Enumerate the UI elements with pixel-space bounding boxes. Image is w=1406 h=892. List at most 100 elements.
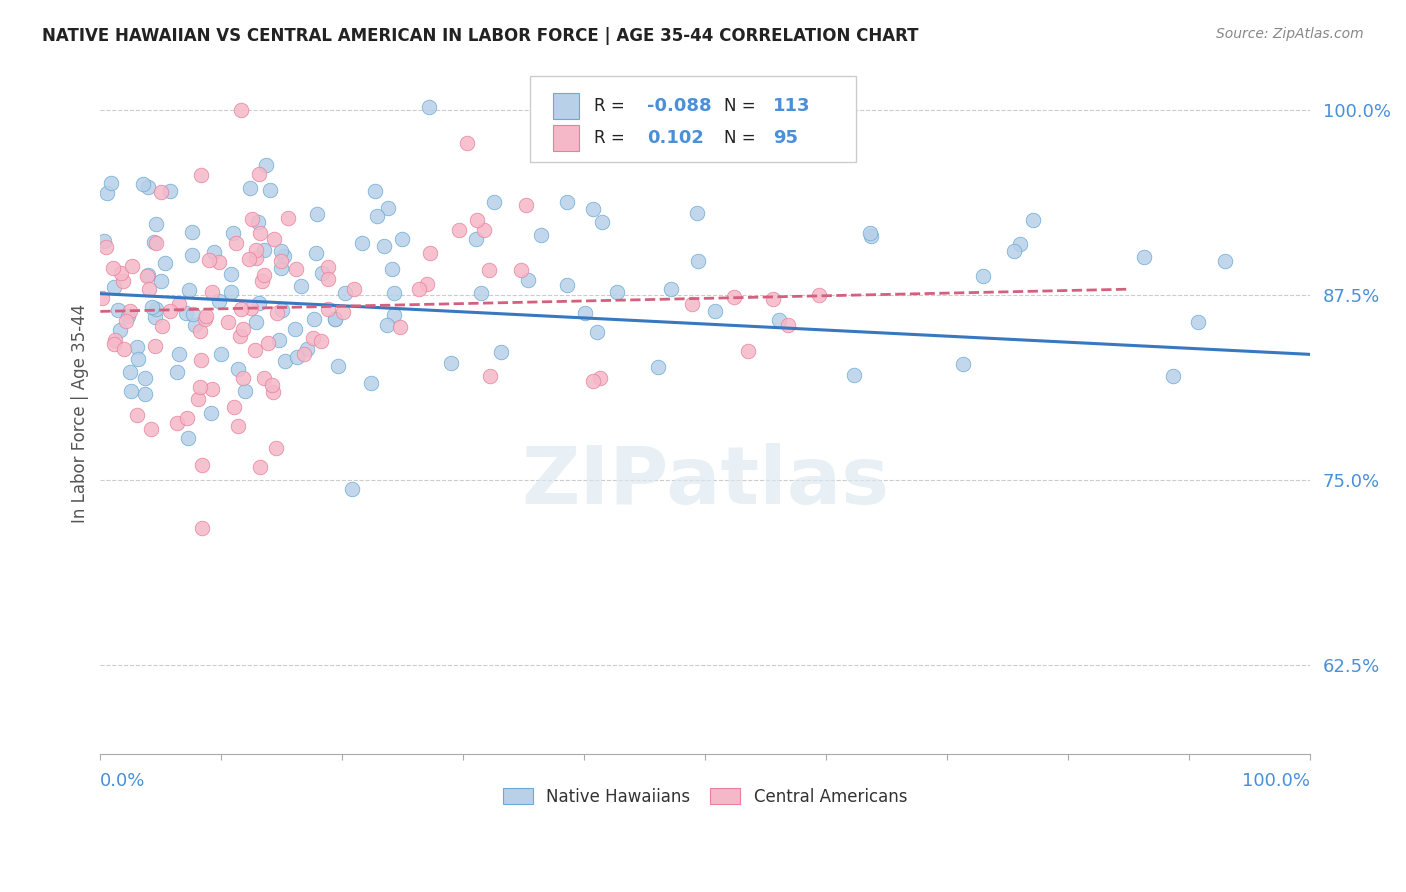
Point <box>187 392 209 407</box>
Point <box>118 365 141 379</box>
Point <box>290 278 312 293</box>
Point <box>246 215 269 229</box>
Point <box>245 315 267 329</box>
Point <box>152 318 174 333</box>
Point <box>256 335 278 350</box>
Point <box>166 365 188 379</box>
Point <box>391 232 413 246</box>
Point <box>589 370 612 384</box>
Point <box>465 213 488 227</box>
Point <box>408 282 430 296</box>
Point <box>768 313 790 327</box>
Y-axis label: In Labor Force | Age 35-44: In Labor Force | Age 35-44 <box>72 304 89 523</box>
Point <box>232 322 254 336</box>
Point <box>323 312 346 326</box>
Point <box>120 384 142 399</box>
Point <box>100 177 122 191</box>
Point <box>190 521 212 535</box>
Point <box>233 384 256 399</box>
Point <box>254 158 277 172</box>
Point <box>844 368 866 382</box>
Text: 113: 113 <box>773 96 810 115</box>
Point <box>343 283 366 297</box>
Point <box>326 359 349 373</box>
Point <box>166 417 188 431</box>
Point <box>574 306 596 320</box>
Point <box>183 307 205 321</box>
FancyBboxPatch shape <box>530 77 856 161</box>
Point <box>134 370 156 384</box>
Point <box>762 293 785 307</box>
Point <box>103 333 125 347</box>
Text: Source: ZipAtlas.com: Source: ZipAtlas.com <box>1216 27 1364 41</box>
Point <box>297 342 319 356</box>
Point <box>262 377 284 392</box>
Point <box>90 291 112 305</box>
Point <box>225 236 247 251</box>
Point <box>316 260 339 275</box>
Point <box>198 252 221 267</box>
Point <box>737 343 759 358</box>
Point <box>219 267 242 281</box>
Point <box>1022 212 1045 227</box>
Point <box>135 269 157 284</box>
Point <box>591 214 613 228</box>
Point <box>177 283 200 297</box>
Point <box>270 260 292 275</box>
Text: 0.0%: 0.0% <box>100 772 146 790</box>
Text: R =: R = <box>593 96 630 115</box>
Text: -0.088: -0.088 <box>647 96 711 115</box>
Point <box>284 262 307 277</box>
Point <box>1133 250 1156 264</box>
Point <box>240 301 263 315</box>
Point <box>127 340 149 354</box>
Point <box>136 268 159 282</box>
Point <box>269 333 291 347</box>
Point <box>153 256 176 270</box>
Point <box>377 201 399 215</box>
Point <box>418 100 440 114</box>
Point <box>704 304 727 318</box>
Point <box>226 362 249 376</box>
Point <box>1002 244 1025 258</box>
Point <box>252 268 274 283</box>
Point <box>249 460 271 475</box>
Point <box>263 232 285 246</box>
Point <box>366 209 388 223</box>
Point <box>1010 236 1032 251</box>
Point <box>188 324 211 338</box>
Point <box>247 295 270 310</box>
Point <box>181 248 204 262</box>
Point <box>238 252 260 266</box>
Point <box>174 306 197 320</box>
Point <box>219 285 242 300</box>
Point <box>304 312 326 326</box>
Point <box>110 266 132 280</box>
Point <box>190 458 212 472</box>
Point <box>305 246 328 260</box>
Point <box>131 177 153 191</box>
Point <box>253 370 276 384</box>
Point <box>218 315 240 329</box>
Text: 95: 95 <box>773 129 797 147</box>
Point <box>472 223 495 237</box>
Text: NATIVE HAWAIIAN VS CENTRAL AMERICAN IN LABOR FORCE | AGE 35-44 CORRELATION CHART: NATIVE HAWAIIAN VS CENTRAL AMERICAN IN L… <box>42 27 918 45</box>
Text: ZIPatlas: ZIPatlas <box>522 442 889 521</box>
Point <box>115 313 138 327</box>
Point <box>159 303 181 318</box>
FancyBboxPatch shape <box>553 126 579 152</box>
Point <box>183 318 205 333</box>
Point <box>145 236 167 251</box>
Point <box>292 347 315 361</box>
Point <box>600 142 623 156</box>
Point <box>145 302 167 317</box>
Point <box>208 254 231 268</box>
Point <box>176 410 198 425</box>
Point <box>200 406 222 420</box>
Point <box>582 202 605 216</box>
Point <box>142 235 165 250</box>
Point <box>530 227 553 242</box>
Point <box>972 269 994 284</box>
Point <box>273 249 295 263</box>
Point <box>190 352 212 367</box>
